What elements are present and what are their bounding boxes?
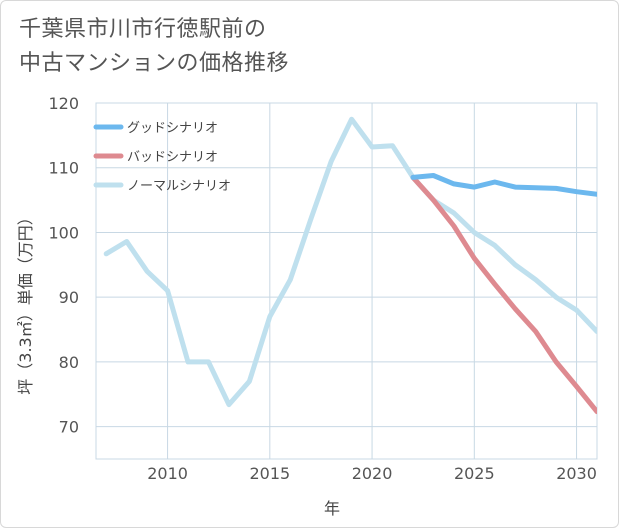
x-tick-label: 2010 [147,464,188,483]
legend-label: グッドシナリオ [127,121,218,136]
tick-labels: 70 80 90 100 110 120 2010 2015 2020 2025 2030 [48,94,596,483]
y-axis-label: 坪（3.3㎡）単価（万円） [16,209,35,394]
y-tick-label: 110 [48,159,79,178]
x-tick-label: 2020 [352,464,393,483]
y-tick-label: 90 [59,288,79,307]
series-lines [103,116,597,415]
series-line-good [410,173,597,197]
series-line-bad [410,174,597,415]
series-line-normal [103,116,597,408]
chart-title: 千葉県市川市行徳駅前の 中古マンションの価格推移 [19,17,290,76]
y-tick-label: 80 [59,353,79,372]
y-tick-label: 120 [48,94,79,113]
y-tick-label: 100 [48,223,79,242]
grid-lines [95,102,598,460]
x-tick-label: 2030 [556,464,597,483]
y-tick-label: 70 [59,418,79,437]
x-tick-label: 2025 [454,464,495,483]
legend-label: バッドシナリオ [127,150,218,165]
x-tick-label: 2015 [249,464,290,483]
x-axis-label: 年 [324,499,340,518]
legend-label: ノーマルシナリオ [127,179,231,194]
